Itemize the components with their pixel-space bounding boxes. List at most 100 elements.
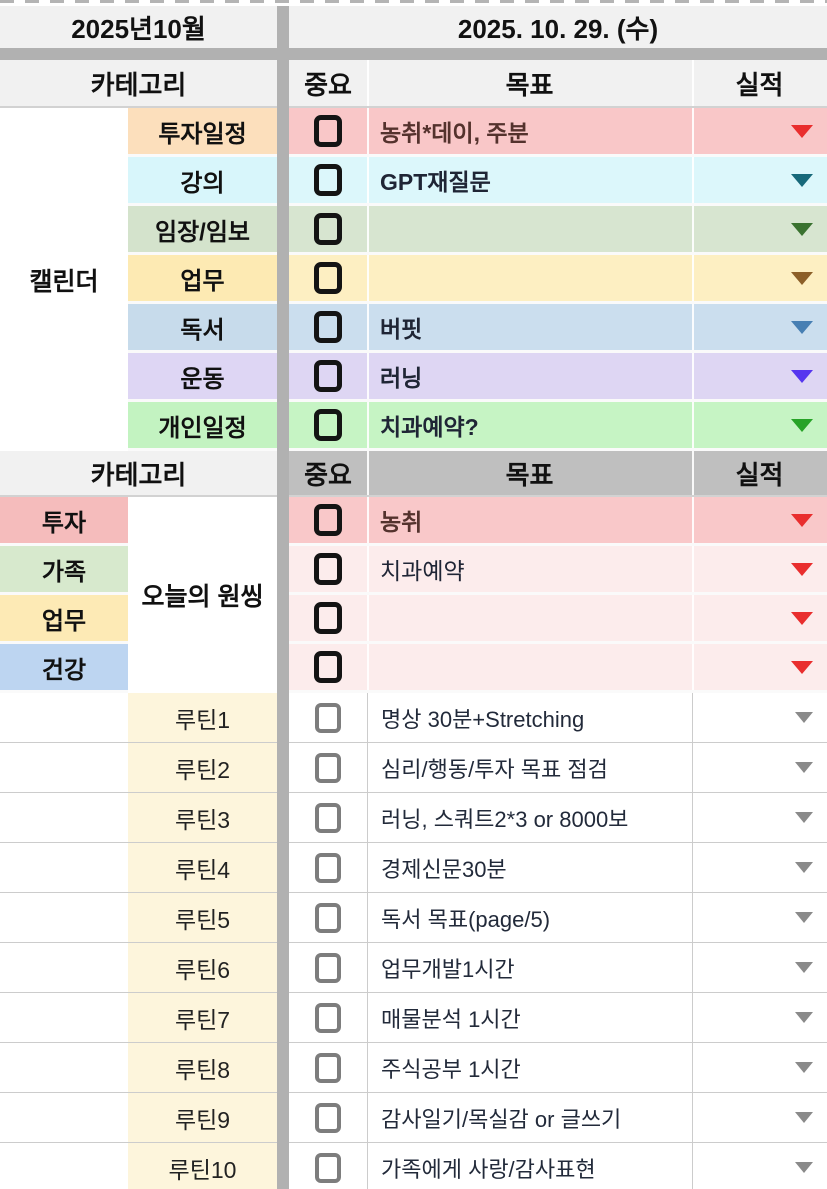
important-checkbox[interactable] xyxy=(314,115,342,147)
category-health[interactable]: 건강 xyxy=(0,644,128,693)
row-label-work[interactable]: 업무 xyxy=(128,255,277,304)
row-label-lecture[interactable]: 강의 xyxy=(128,157,277,206)
important-checkbox[interactable] xyxy=(315,952,341,983)
routine-label[interactable]: 루틴2 xyxy=(128,743,277,793)
category-investment[interactable]: 투자 xyxy=(0,497,128,546)
result-dropdown[interactable] xyxy=(692,546,827,595)
important-checkbox[interactable] xyxy=(315,802,341,833)
routine-label[interactable]: 루틴5 xyxy=(128,893,277,943)
result-dropdown[interactable] xyxy=(692,157,827,206)
important-checkbox[interactable] xyxy=(314,602,342,634)
important-checkbox[interactable] xyxy=(314,164,342,196)
goal-cell[interactable] xyxy=(367,255,692,304)
important-checkbox[interactable] xyxy=(315,1152,341,1183)
result-dropdown[interactable] xyxy=(692,793,827,843)
goal-cell[interactable]: 업무개발1시간 xyxy=(367,943,692,993)
important-cell xyxy=(289,497,367,546)
goal-cell[interactable]: 치과예약? xyxy=(367,402,692,451)
category-work[interactable]: 업무 xyxy=(0,595,128,644)
month-header[interactable]: 2025년10월 xyxy=(0,6,277,48)
goal-cell[interactable] xyxy=(367,595,692,644)
result-dropdown[interactable] xyxy=(692,402,827,451)
result-dropdown[interactable] xyxy=(692,843,827,893)
goal-cell[interactable]: 명상 30분+Stretching xyxy=(367,693,692,743)
result-dropdown[interactable] xyxy=(692,255,827,304)
goal-cell[interactable]: 치과예약 xyxy=(367,546,692,595)
important-checkbox[interactable] xyxy=(314,262,342,294)
result-dropdown[interactable] xyxy=(692,353,827,402)
routine-label[interactable]: 루틴3 xyxy=(128,793,277,843)
goal-cell[interactable]: 농취*데이, 주분 xyxy=(367,108,692,157)
dropdown-arrow-icon xyxy=(791,562,813,576)
important-checkbox[interactable] xyxy=(315,1052,341,1083)
category-family[interactable]: 가족 xyxy=(0,546,128,595)
result-dropdown[interactable] xyxy=(692,893,827,943)
important-column-header: 중요 xyxy=(289,451,367,497)
goal-cell[interactable]: 경제신문30분 xyxy=(367,843,692,893)
result-dropdown[interactable] xyxy=(692,993,827,1043)
routine-label[interactable]: 루틴8 xyxy=(128,1043,277,1093)
routine-label[interactable]: 루틴4 xyxy=(128,843,277,893)
important-checkbox[interactable] xyxy=(315,752,341,783)
row-label-site-visit[interactable]: 임장/임보 xyxy=(128,206,277,255)
important-checkbox[interactable] xyxy=(314,360,342,392)
important-checkbox[interactable] xyxy=(314,311,342,343)
empty-cell xyxy=(0,993,128,1043)
important-cell xyxy=(289,993,367,1043)
important-cell xyxy=(289,843,367,893)
important-checkbox[interactable] xyxy=(315,1102,341,1133)
routine-label[interactable]: 루틴10 xyxy=(128,1143,277,1189)
important-checkbox[interactable] xyxy=(315,902,341,933)
important-checkbox[interactable] xyxy=(315,852,341,883)
goal-cell[interactable]: 감사일기/목실감 or 글쓰기 xyxy=(367,1093,692,1143)
result-dropdown[interactable] xyxy=(692,1093,827,1143)
goal-cell[interactable]: GPT재질문 xyxy=(367,157,692,206)
result-dropdown[interactable] xyxy=(692,693,827,743)
important-cell xyxy=(289,206,367,255)
dropdown-arrow-icon xyxy=(791,660,813,674)
important-checkbox[interactable] xyxy=(314,213,342,245)
important-checkbox[interactable] xyxy=(315,702,341,733)
row-label-investment-schedule[interactable]: 투자일정 xyxy=(128,108,277,157)
result-dropdown[interactable] xyxy=(692,595,827,644)
dropdown-arrow-icon xyxy=(795,912,813,923)
date-header[interactable]: 2025. 10. 29. (수) xyxy=(289,6,827,48)
result-dropdown[interactable] xyxy=(692,1043,827,1093)
goal-cell[interactable]: 러닝 xyxy=(367,353,692,402)
important-checkbox[interactable] xyxy=(314,409,342,441)
result-dropdown[interactable] xyxy=(692,497,827,546)
goal-cell[interactable]: 주식공부 1시간 xyxy=(367,1043,692,1093)
important-checkbox[interactable] xyxy=(314,504,342,536)
important-cell xyxy=(289,644,367,693)
goal-cell[interactable]: 독서 목표(page/5) xyxy=(367,893,692,943)
result-dropdown[interactable] xyxy=(692,1143,827,1189)
routine-label[interactable]: 루틴6 xyxy=(128,943,277,993)
routine-label[interactable]: 루틴7 xyxy=(128,993,277,1043)
dropdown-arrow-icon xyxy=(795,712,813,723)
dropdown-arrow-icon xyxy=(795,1112,813,1123)
result-dropdown[interactable] xyxy=(692,108,827,157)
goal-cell[interactable]: 가족에게 사랑/감사표현 xyxy=(367,1143,692,1189)
goal-cell[interactable] xyxy=(367,206,692,255)
row-label-personal-schedule[interactable]: 개인일정 xyxy=(128,402,277,451)
goal-cell[interactable]: 매물분석 1시간 xyxy=(367,993,692,1043)
goal-cell[interactable]: 버핏 xyxy=(367,304,692,353)
row-label-exercise[interactable]: 운동 xyxy=(128,353,277,402)
row-label-reading[interactable]: 독서 xyxy=(128,304,277,353)
important-checkbox[interactable] xyxy=(314,651,342,683)
result-dropdown[interactable] xyxy=(692,743,827,793)
goal-cell[interactable]: 농취 xyxy=(367,497,692,546)
calendar-span-label: 캘린더 xyxy=(0,108,128,451)
important-checkbox[interactable] xyxy=(315,1002,341,1033)
routine-label[interactable]: 루틴1 xyxy=(128,693,277,743)
result-dropdown[interactable] xyxy=(692,304,827,353)
result-dropdown[interactable] xyxy=(692,206,827,255)
important-checkbox[interactable] xyxy=(314,553,342,585)
goal-cell[interactable] xyxy=(367,644,692,693)
result-dropdown[interactable] xyxy=(692,644,827,693)
date-header-row: 2025년10월 2025. 10. 29. (수) xyxy=(0,6,827,48)
goal-cell[interactable]: 심리/행동/투자 목표 점검 xyxy=(367,743,692,793)
result-dropdown[interactable] xyxy=(692,943,827,993)
goal-cell[interactable]: 러닝, 스쿼트2*3 or 8000보 xyxy=(367,793,692,843)
routine-label[interactable]: 루틴9 xyxy=(128,1093,277,1143)
